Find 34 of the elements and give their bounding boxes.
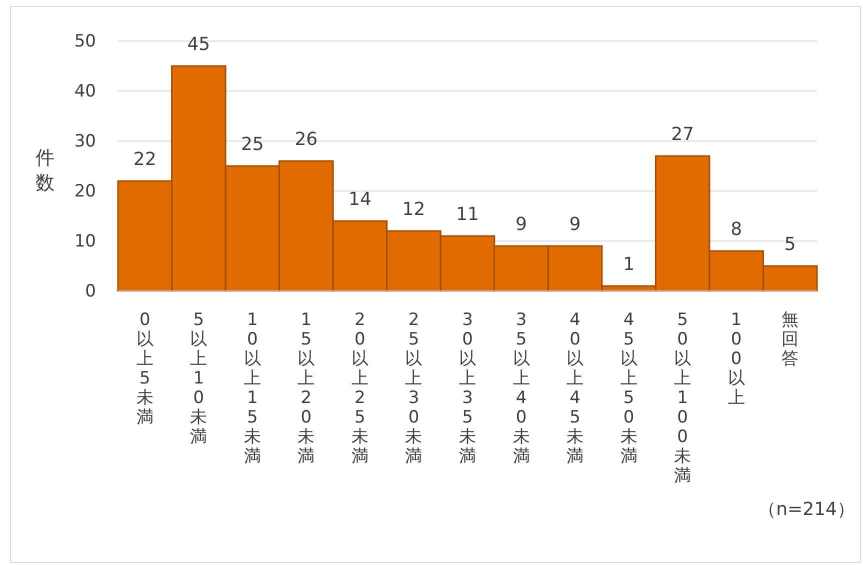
data-label: 8 [730,219,742,240]
x-tick-label: 40以上45未満 [566,310,584,466]
data-label: 9 [516,214,527,235]
y-axis-title: 件数 [36,147,54,194]
data-label: 1 [623,254,635,275]
data-label: 14 [348,189,372,210]
data-label: 22 [133,149,156,170]
y-tick-label: 10 [74,231,96,252]
x-tick-label: 20以上25未満 [351,310,368,466]
data-label: 9 [569,214,581,235]
y-tick-label: 20 [74,181,96,202]
x-tick-label: 5以上10未満 [190,310,208,447]
x-tick-label: 無回答 [782,310,799,369]
x-tick-label: 35以上40未満 [512,310,530,466]
y-tick-label: 40 [74,81,96,102]
data-label: 12 [402,199,426,220]
data-label: 27 [671,124,694,145]
data-label: 45 [187,34,210,55]
x-tick-label: 30以上35未満 [459,310,476,466]
category-label: 50以上100未満 [674,310,692,486]
data-label: 5 [784,234,796,255]
x-tick-label: 0以上5未満 [136,310,154,428]
y-tick-label: 0 [85,281,96,302]
text: （n=214） [758,499,855,520]
x-tick-label: 10以上15未満 [244,310,261,466]
data-label: 11 [456,204,479,225]
data-label: 25 [240,134,264,155]
y-tick-label: 30 [74,131,96,152]
x-tick-label: 25以上30未満 [405,310,422,466]
x-tick-label: 15以上20未満 [298,310,315,466]
x-tick-label: 45以上50未満 [620,310,638,466]
data-label: 26 [294,129,318,150]
y-tick-label: 50 [74,31,96,52]
x-tick-label: 100以上 [728,310,745,408]
